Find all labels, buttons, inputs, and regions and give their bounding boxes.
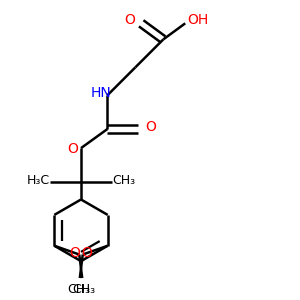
Text: O: O (82, 246, 92, 260)
Text: OH: OH (187, 14, 208, 27)
Text: H₃C: H₃C (26, 174, 50, 187)
Text: O: O (70, 246, 80, 260)
Text: CH₃: CH₃ (112, 174, 136, 187)
Text: HN: HN (91, 86, 111, 100)
Text: CH₃: CH₃ (72, 283, 95, 296)
Text: CH₃: CH₃ (67, 283, 90, 296)
Text: O: O (67, 142, 78, 156)
Text: O: O (124, 14, 136, 27)
Text: O: O (145, 120, 156, 134)
